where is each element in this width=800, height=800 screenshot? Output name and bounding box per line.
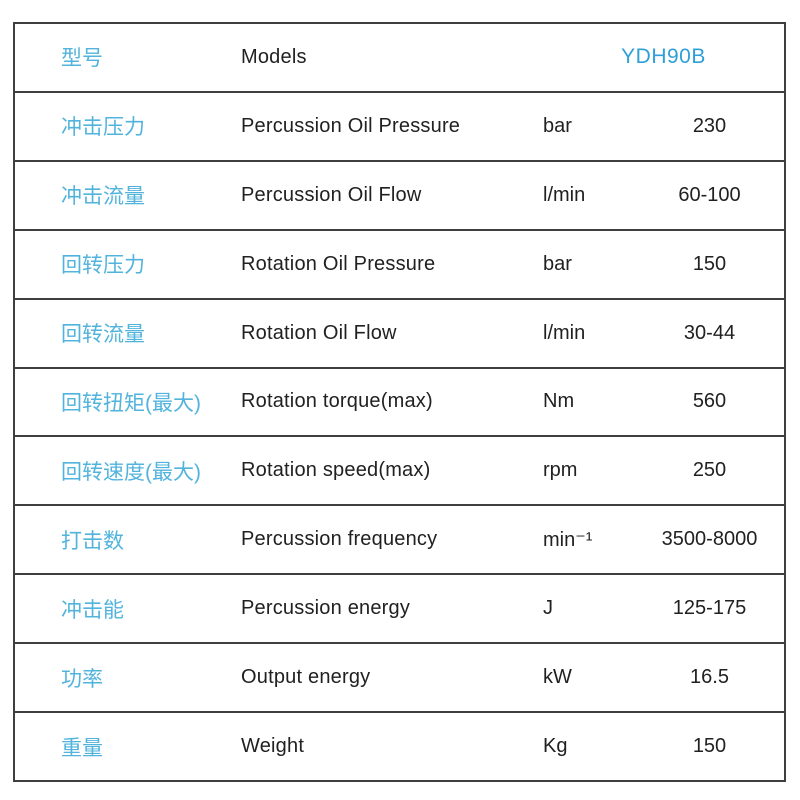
- row-value: 560: [692, 390, 727, 413]
- row-label-zh: 回转扭矩(最大): [61, 391, 201, 415]
- row-unit: min⁻¹: [543, 529, 593, 552]
- row-label-en: Rotation speed(max): [241, 459, 431, 482]
- table-row-rotation-oil-pressure: 回转压力 Rotation Oil Pressure bar 150: [15, 230, 784, 300]
- row-label-zh: 回转速度(最大): [61, 460, 201, 484]
- row-unit: bar: [543, 252, 572, 275]
- row-value: 3500-8000: [661, 528, 758, 551]
- row-unit: l/min: [543, 321, 586, 344]
- row-label-en: Percussion energy: [241, 597, 411, 620]
- row-unit: bar: [543, 114, 572, 137]
- row-value: 150: [692, 735, 727, 758]
- row-value: 250: [692, 459, 727, 482]
- row-unit: Nm: [543, 390, 575, 413]
- model-label-en: Models: [241, 45, 307, 68]
- model-value: YDH90B: [621, 45, 706, 69]
- row-label-en: Output energy: [241, 666, 371, 689]
- row-value: 125-175: [672, 597, 747, 620]
- row-unit: J: [543, 597, 553, 620]
- row-label-zh: 重量: [61, 736, 103, 760]
- table-row-percussion-oil-pressure: 冲击压力 Percussion Oil Pressure bar 230: [15, 92, 784, 162]
- row-value: 30-44: [683, 321, 736, 344]
- table-row-percussion-oil-flow: 冲击流量 Percussion Oil Flow l/min 60-100: [15, 161, 784, 231]
- row-unit: rpm: [543, 459, 578, 482]
- row-label-zh: 回转流量: [61, 323, 145, 347]
- row-value: 16.5: [690, 666, 729, 689]
- table-row-output-energy: 功率 Output energy kW 16.5: [15, 644, 784, 714]
- row-unit: kW: [543, 666, 572, 689]
- row-label-zh: 回转压力: [61, 254, 145, 278]
- row-label-zh: 冲击压力: [61, 116, 145, 140]
- row-label-en: Rotation torque(max): [241, 390, 433, 413]
- row-label-zh: 冲击流量: [61, 185, 145, 209]
- row-label-en: Percussion Oil Pressure: [241, 114, 461, 137]
- table-row-rotation-oil-flow: 回转流量 Rotation Oil Flow l/min 30-44: [15, 299, 784, 369]
- row-label-en: Percussion frequency: [241, 528, 438, 551]
- model-label-zh: 型号: [61, 47, 103, 71]
- row-label-en: Rotation Oil Pressure: [241, 252, 436, 275]
- row-label-en: Weight: [241, 735, 305, 758]
- row-unit: Kg: [543, 735, 568, 758]
- row-label-zh: 打击数: [61, 529, 124, 553]
- spec-table: 型号 Models YDH90B 冲击压力 Percussion Oil Pre…: [13, 22, 786, 782]
- row-label-en: Rotation Oil Flow: [241, 321, 397, 344]
- row-value: 230: [692, 114, 727, 137]
- row-unit: l/min: [543, 183, 586, 206]
- table-row-percussion-frequency: 打击数 Percussion frequency min⁻¹ 3500-8000: [15, 506, 784, 576]
- row-label-en: Percussion Oil Flow: [241, 183, 422, 206]
- row-label-zh: 功率: [61, 667, 103, 691]
- row-value: 60-100: [678, 183, 741, 206]
- row-label-zh: 冲击能: [61, 598, 124, 622]
- table-row-model: 型号 Models YDH90B: [15, 24, 784, 93]
- table-row-rotation-torque: 回转扭矩(最大) Rotation torque(max) Nm 560: [15, 368, 784, 438]
- table-row-weight: 重量 Weight Kg 150: [15, 713, 784, 780]
- table-row-percussion-energy: 冲击能 Percussion energy J 125-175: [15, 575, 784, 645]
- row-value: 150: [692, 252, 727, 275]
- table-row-rotation-speed: 回转速度(最大) Rotation speed(max) rpm 250: [15, 437, 784, 507]
